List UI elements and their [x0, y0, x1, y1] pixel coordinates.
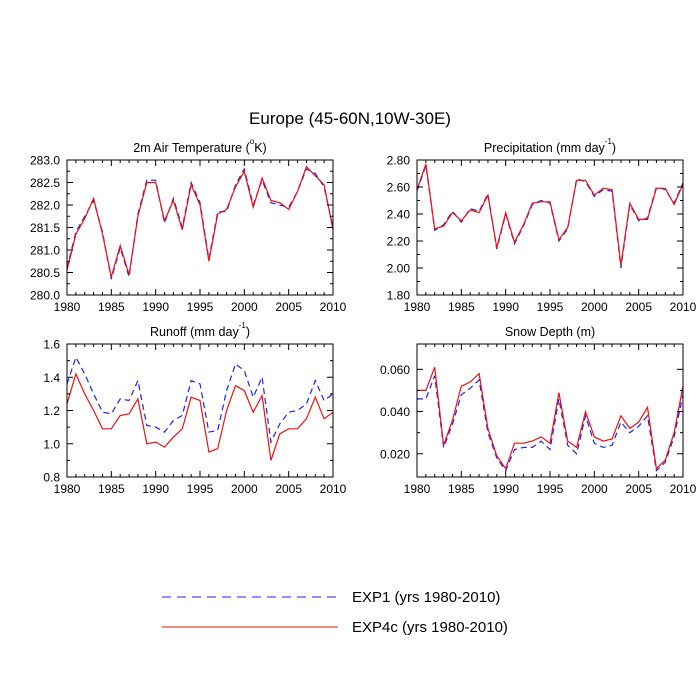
y-tick-label: 2.60: [387, 181, 411, 195]
series-line-exp1: [417, 375, 684, 472]
series-line-exp4c: [416, 163, 684, 266]
panel-precipitation: Precipitation (mm day-1) 1980 1985 1990 1995…: [387, 137, 697, 315]
y-tick-label: 1.6: [43, 338, 60, 352]
x-tick-label: 1995: [187, 482, 214, 496]
series-line-exp1: [66, 167, 334, 280]
x-tick-label: 1995: [537, 482, 564, 496]
y-tick-label: 2.40: [387, 208, 411, 222]
x-tick-label: 1985: [448, 300, 475, 314]
legend: EXP1 (yrs 1980-2010) EXP4c (yrs 1980-201…: [162, 589, 508, 636]
series-line-exp1: [66, 355, 334, 445]
y-tick-label: 281.0: [30, 244, 60, 258]
x-tick-label: 2005: [275, 300, 302, 314]
x-tick-label: 1985: [98, 300, 125, 314]
x-tick-label: 1985: [98, 482, 125, 496]
panel-title: 2m Air Temperature (oK): [133, 137, 266, 156]
y-tick-label: 281.5: [30, 221, 60, 235]
x-tick-label: 1985: [448, 482, 475, 496]
panel-title: Precipitation (mm day-1): [484, 137, 616, 156]
figure-title: Europe (45-60N,10W-30E): [249, 109, 451, 128]
x-tick-label: 1980: [54, 482, 81, 496]
y-tick-label: 0.060: [380, 363, 410, 377]
x-tick-label: 1990: [492, 482, 519, 496]
x-tick-label: 1980: [54, 300, 81, 314]
y-tick-label: 282.0: [30, 199, 60, 213]
series-line-exp4c: [66, 165, 334, 278]
x-tick-label: 2010: [670, 482, 697, 496]
x-tick-label: 2000: [581, 300, 608, 314]
panels: 2m Air Temperature (oK) 1980 1985 1990 1995 2…: [30, 137, 697, 497]
x-tick-label: 2010: [320, 300, 347, 314]
panel-runoff: Runoff (mm day-1) 1980 1985 1990 1995 2000 200…: [43, 321, 346, 497]
x-tick-label: 2005: [625, 482, 652, 496]
x-tick-label: 2005: [275, 482, 302, 496]
x-tick-label: 1995: [537, 300, 564, 314]
y-tick-label: 1.4: [43, 371, 60, 385]
panel-snow-depth: Snow Depth (m) 1980 1985 1990 1995 2000 2005 20…: [380, 325, 697, 496]
x-tick-label: 1980: [404, 482, 431, 496]
y-tick-label: 0.020: [380, 447, 410, 461]
legend-label-exp1: EXP1 (yrs 1980-2010): [352, 589, 500, 606]
x-tick-label: 2000: [581, 482, 608, 496]
y-tick-label: 0.040: [380, 405, 410, 419]
series-line-exp4c: [66, 372, 334, 461]
y-tick-label: 2.80: [387, 154, 411, 168]
y-tick-label: 282.5: [30, 176, 60, 190]
x-tick-label: 2000: [231, 300, 258, 314]
y-tick-label: 2.20: [387, 235, 411, 249]
y-tick-label: 1.80: [387, 289, 411, 303]
x-tick-label: 1990: [142, 300, 169, 314]
panel-air-temperature: 2m Air Temperature (oK) 1980 1985 1990 1995 2…: [30, 137, 347, 315]
x-tick-label: 1980: [404, 300, 431, 314]
y-tick-label: 1.0: [43, 437, 60, 451]
x-tick-label: 1995: [187, 300, 214, 314]
y-tick-label: 1.2: [43, 404, 60, 418]
series-line-exp4c: [417, 366, 684, 470]
x-tick-label: 1990: [492, 300, 519, 314]
x-tick-label: 2005: [625, 300, 652, 314]
y-tick-label: 280.5: [30, 266, 60, 280]
x-tick-label: 2000: [231, 482, 258, 496]
x-tick-label: 1990: [142, 482, 169, 496]
y-tick-label: 0.8: [43, 471, 60, 485]
panel-title: Snow Depth (m): [505, 325, 595, 339]
panel-title: Runoff (mm day-1): [150, 321, 250, 340]
y-tick-label: 2.00: [387, 262, 411, 276]
x-tick-label: 2010: [670, 300, 697, 314]
y-tick-label: 283.0: [30, 154, 60, 168]
x-tick-label: 2010: [320, 482, 347, 496]
y-tick-label: 280.0: [30, 289, 60, 303]
legend-label-exp4c: EXP4c (yrs 1980-2010): [352, 619, 508, 636]
